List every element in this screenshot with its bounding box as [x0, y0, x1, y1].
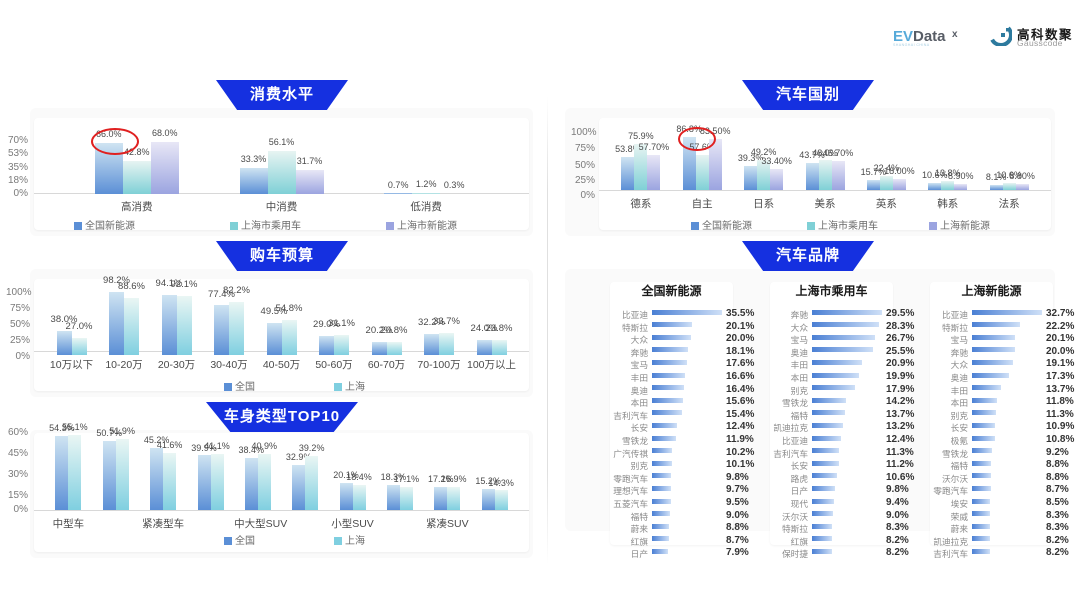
svg-text:SHANGHAI CHINA: SHANGHAI CHINA — [893, 43, 930, 46]
svg-text:x: x — [952, 29, 958, 40]
